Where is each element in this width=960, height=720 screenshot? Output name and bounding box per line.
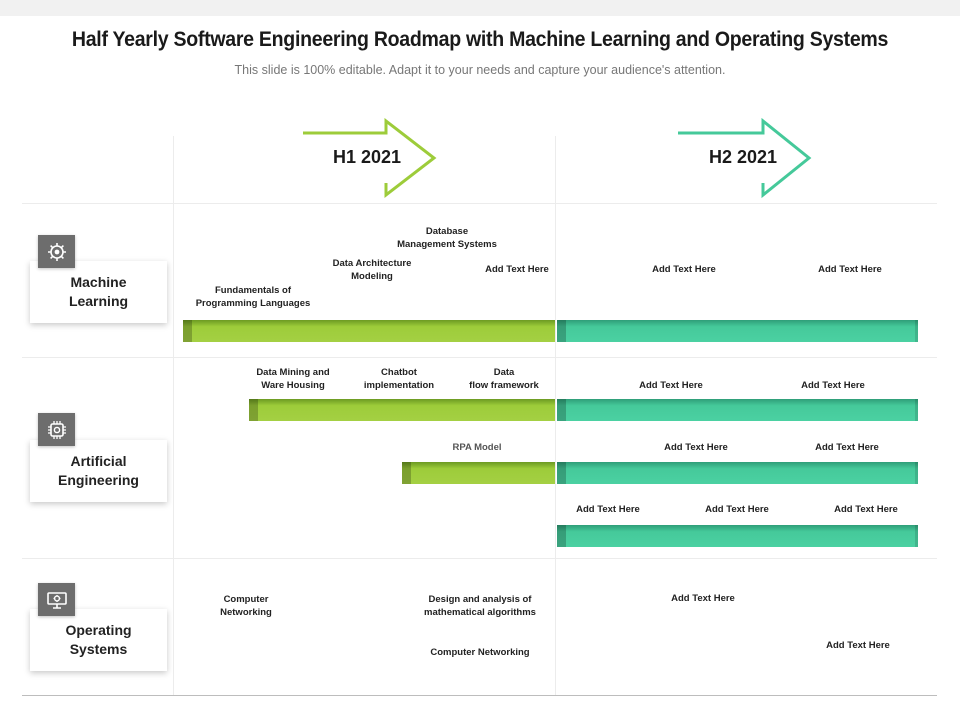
ml-h2-bar <box>557 320 918 342</box>
chip-icon <box>38 413 75 446</box>
category-artificial-engineering: Artificial Engineering <box>30 440 167 502</box>
grid-line-middle <box>555 136 556 696</box>
ml-label-text-3: Add Text Here <box>818 264 882 275</box>
ml-label-fundamentals: Fundamentals of Programming Languages <box>195 285 311 309</box>
ae2-h1-bar <box>402 462 555 484</box>
h1-arrow-icon <box>303 118 437 199</box>
ae2-label-text-1: Add Text Here <box>664 442 728 453</box>
grid-line-bottom <box>22 695 937 696</box>
ae3-label-text-1: Add Text Here <box>576 504 640 515</box>
category-machine-learning: Machine Learning <box>30 261 167 323</box>
os-label-computer-networking-2: Computer Networking <box>430 647 530 658</box>
ae1-label-text-1: Add Text Here <box>639 380 703 391</box>
ml-label-text-2: Add Text Here <box>652 264 716 275</box>
ae1-h2-bar <box>557 399 918 421</box>
period-h2: H2 2021 <box>708 147 778 167</box>
period-h1: H1 2021 <box>332 147 402 167</box>
grid-line-header <box>22 203 937 204</box>
category-label: Artificial Engineering <box>58 453 139 488</box>
ml-label-data-architecture: Data Architecture Modeling <box>332 258 412 282</box>
grid-line-row2 <box>22 558 937 559</box>
ae1-label-data-mining: Data Mining and Ware Housing <box>256 367 330 391</box>
os-label-text-1: Add Text Here <box>671 593 735 604</box>
os-label-computer-networking: Computer Networking <box>220 594 272 618</box>
slide-subtitle: This slide is 100% editable. Adapt it to… <box>234 63 726 77</box>
grid-line-left <box>173 136 174 696</box>
ml-h1-bar <box>183 320 555 342</box>
ae2-h2-bar <box>557 462 918 484</box>
ae1-label-text-2: Add Text Here <box>801 380 865 391</box>
h2-arrow-icon <box>678 118 812 199</box>
ae2-label-rpa: RPA Model <box>452 442 502 453</box>
ae3-label-text-3: Add Text Here <box>834 504 898 515</box>
os-label-design-analysis: Design and analysis of mathematical algo… <box>424 594 536 618</box>
ae2-label-text-2: Add Text Here <box>815 442 879 453</box>
category-label: Machine Learning <box>68 274 129 309</box>
category-label: Operating Systems <box>65 622 132 657</box>
ae3-h2-bar <box>557 525 918 547</box>
ae1-label-chatbot: Chatbot implementation <box>363 367 435 391</box>
top-strip <box>0 0 960 16</box>
ae3-label-text-2: Add Text Here <box>705 504 769 515</box>
slide-title: Half Yearly Software Engineering Roadmap… <box>71 28 889 51</box>
ml-label-text-1: Add Text Here <box>485 264 549 275</box>
os-label-text-2: Add Text Here <box>826 640 890 651</box>
computer-settings-icon <box>38 583 75 616</box>
category-operating-systems: Operating Systems <box>30 609 167 671</box>
ae1-label-data-flow: Data flow framework <box>469 367 539 391</box>
ml-label-database: Database Management Systems <box>397 226 497 250</box>
ae1-h1-bar <box>249 399 555 421</box>
grid-line-row1 <box>22 357 937 358</box>
brain-gear-icon <box>38 235 75 268</box>
